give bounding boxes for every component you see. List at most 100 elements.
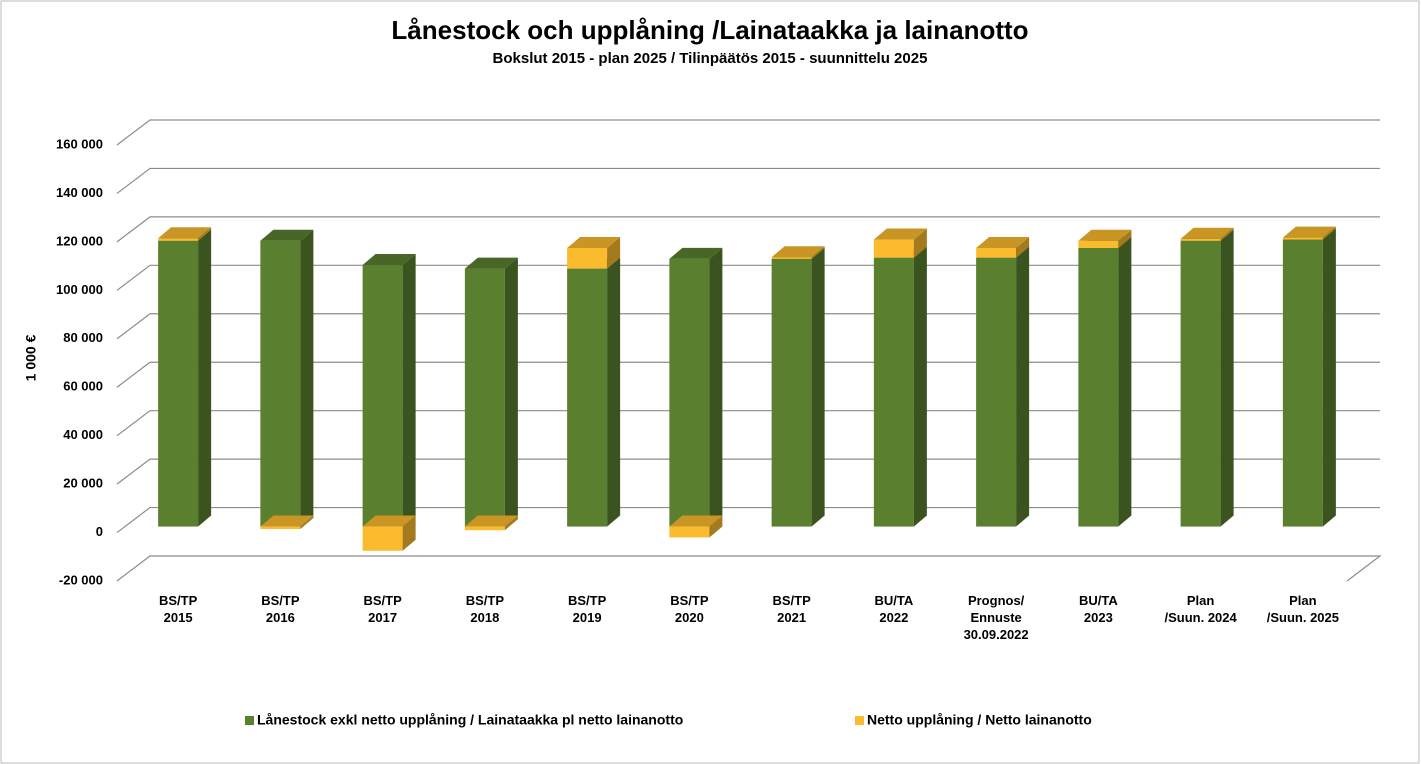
bar-front: [873, 257, 914, 527]
x-tick-label: BS/TP 2020: [670, 593, 709, 625]
bar-side: [198, 227, 212, 241]
bar-front: [669, 258, 710, 527]
y-tick-label: 60 000: [63, 379, 103, 394]
bar-front: [158, 238, 199, 241]
bar-top: [260, 229, 314, 241]
bar-front: [260, 240, 301, 527]
bar-side: [709, 247, 723, 527]
bar: [567, 257, 621, 527]
bar: [464, 257, 518, 527]
bar-top: [976, 237, 1030, 248]
y-tick-label: 120 000: [56, 233, 103, 248]
bar-front: [567, 248, 608, 269]
bar-front: [976, 248, 1017, 258]
bar-front: [771, 258, 812, 527]
grid-line: [116, 361, 1380, 388]
x-tick-label: Plan/Suun. 2024: [1165, 593, 1238, 625]
bar-side: [504, 257, 518, 527]
bar: [1180, 229, 1234, 527]
bar-side: [811, 246, 825, 259]
grid-line: [116, 506, 1380, 534]
bar: [158, 229, 212, 527]
bar-top: [669, 515, 723, 527]
bar-top: [771, 246, 825, 258]
bar-front: [976, 257, 1017, 527]
bar-front: [260, 526, 301, 529]
bar: [260, 229, 314, 527]
x-tick-label: BS/TP 2017: [363, 593, 402, 625]
bar: [771, 246, 825, 259]
bar: [158, 227, 212, 241]
x-tick-label: BS/TP 2015: [159, 593, 198, 625]
bar-side: [709, 515, 723, 538]
bar: [976, 246, 1030, 527]
chart-subtitle: Bokslut 2015 - plan 2025 / Tilinpäätös 2…: [493, 50, 928, 67]
bar-side: [402, 253, 416, 527]
grid-line: [116, 313, 1380, 340]
bar-side: [913, 246, 927, 527]
chart-title: Lånestock och upplåning /Lainataakka ja …: [391, 15, 1028, 45]
bar-top: [1078, 229, 1132, 241]
bar: [1078, 237, 1132, 527]
bar-front: [464, 526, 505, 531]
bar: [873, 228, 927, 258]
bar-front: [362, 264, 403, 527]
bar-side: [300, 229, 314, 527]
bar-side: [300, 515, 314, 529]
bar: [1078, 229, 1132, 248]
x-tick-label: Prognos/Ennuste 30.09.2022: [964, 593, 1029, 642]
bar: [873, 246, 927, 527]
bar: [362, 515, 416, 551]
x-tick-label: BU/TA 2022: [874, 593, 913, 625]
bar-front: [158, 240, 199, 527]
bar-side: [504, 515, 518, 531]
x-tick-label: BU/TA 2023: [1079, 593, 1118, 625]
bar: [1282, 228, 1336, 527]
y-tick-label: 100 000: [56, 282, 103, 297]
bar-side: [1322, 228, 1336, 527]
bar-top: [362, 253, 416, 265]
bar-side: [607, 257, 621, 527]
bar-top: [873, 228, 927, 240]
bar-front: [1282, 237, 1323, 240]
y-tick-label: 0: [96, 524, 103, 539]
bar-top: [567, 237, 621, 248]
bar: [976, 237, 1030, 258]
bar-top: [158, 227, 212, 239]
grid-line: [116, 167, 1380, 194]
x-tick-label: BS/TP 2019: [568, 593, 607, 625]
x-tick-label: BS/TP 2018: [466, 593, 505, 625]
bar-side: [1322, 226, 1336, 240]
bar: [771, 247, 825, 527]
bar-top: [362, 515, 416, 527]
bar: [362, 253, 416, 527]
bar-side: [913, 228, 927, 258]
bar-side: [1118, 237, 1132, 527]
bar: [464, 515, 518, 531]
x-tick-label: BS/TP 2021: [772, 593, 811, 625]
y-tick-label: -20 000: [59, 572, 103, 587]
bar-front: [1180, 240, 1221, 527]
y-tick-label: 140 000: [56, 185, 103, 200]
bar-top: [464, 515, 518, 527]
bar-front: [1180, 238, 1221, 241]
bar-top: [464, 257, 518, 269]
bar: [567, 237, 621, 269]
bar-front: [1282, 239, 1323, 527]
y-tick-label: 20 000: [63, 476, 103, 491]
y-tick-label: 80 000: [63, 330, 103, 345]
grid-line: [116, 555, 1382, 582]
bar: [260, 515, 314, 529]
bar-side: [1220, 227, 1234, 241]
bar-side: [1016, 246, 1030, 527]
y-tick-label: 40 000: [63, 427, 103, 442]
x-tick-label: BS/TP 2016: [261, 593, 300, 625]
bar-front: [771, 257, 812, 259]
bar-top: [1180, 227, 1234, 239]
bar: [669, 515, 723, 538]
grid-line: [116, 264, 1380, 291]
legend-swatch: [245, 716, 254, 725]
bar-front: [464, 268, 505, 527]
bar-side: [198, 229, 212, 527]
